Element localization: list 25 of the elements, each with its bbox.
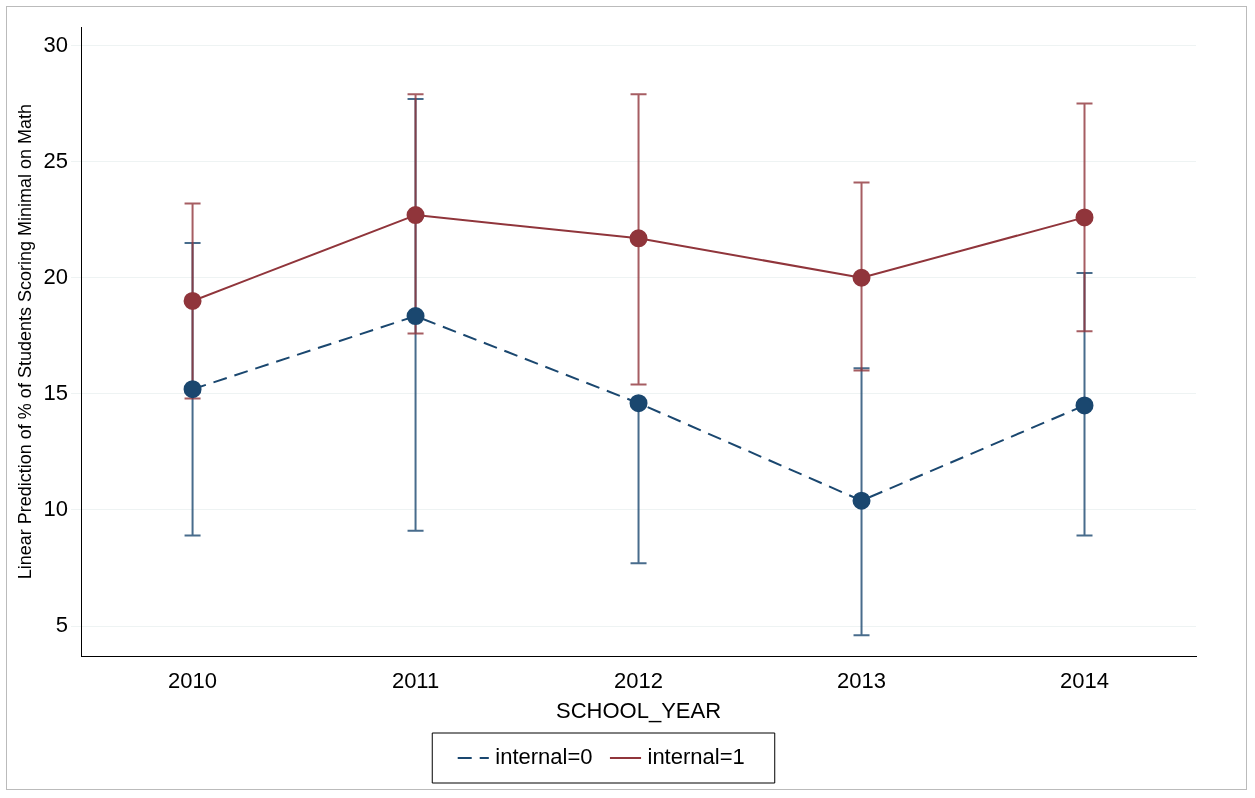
point (629, 394, 648, 413)
legend-label: internal=1 (647, 744, 745, 770)
y-tick-label: 30 (43, 31, 69, 57)
legend-label: internal=0 (495, 744, 593, 770)
point (1075, 208, 1094, 227)
x-tick-label: 2013 (837, 668, 886, 694)
y-tick-label: 5 (55, 612, 69, 638)
point (852, 491, 871, 510)
x-tick-label: 2014 (1060, 668, 1109, 694)
y-tick-label: 15 (43, 379, 69, 405)
y-tick-label: 10 (43, 495, 69, 521)
point (629, 229, 648, 248)
x-tick-label: 2011 (391, 668, 440, 694)
x-tick-label: 2012 (614, 668, 664, 694)
point (406, 307, 425, 326)
point (1075, 396, 1094, 415)
point (183, 291, 202, 310)
y-tick-label: 25 (43, 147, 69, 173)
y-axis-title: Linear Prediction of % of Students Scoring Minimal on Math (14, 103, 35, 580)
y-tick-label: 20 (43, 263, 69, 289)
x-tick-label: 2010 (168, 668, 218, 694)
x-axis-title: SCHOOL_YEAR (556, 697, 722, 723)
point (183, 380, 202, 399)
point (406, 206, 425, 225)
point (852, 268, 871, 287)
